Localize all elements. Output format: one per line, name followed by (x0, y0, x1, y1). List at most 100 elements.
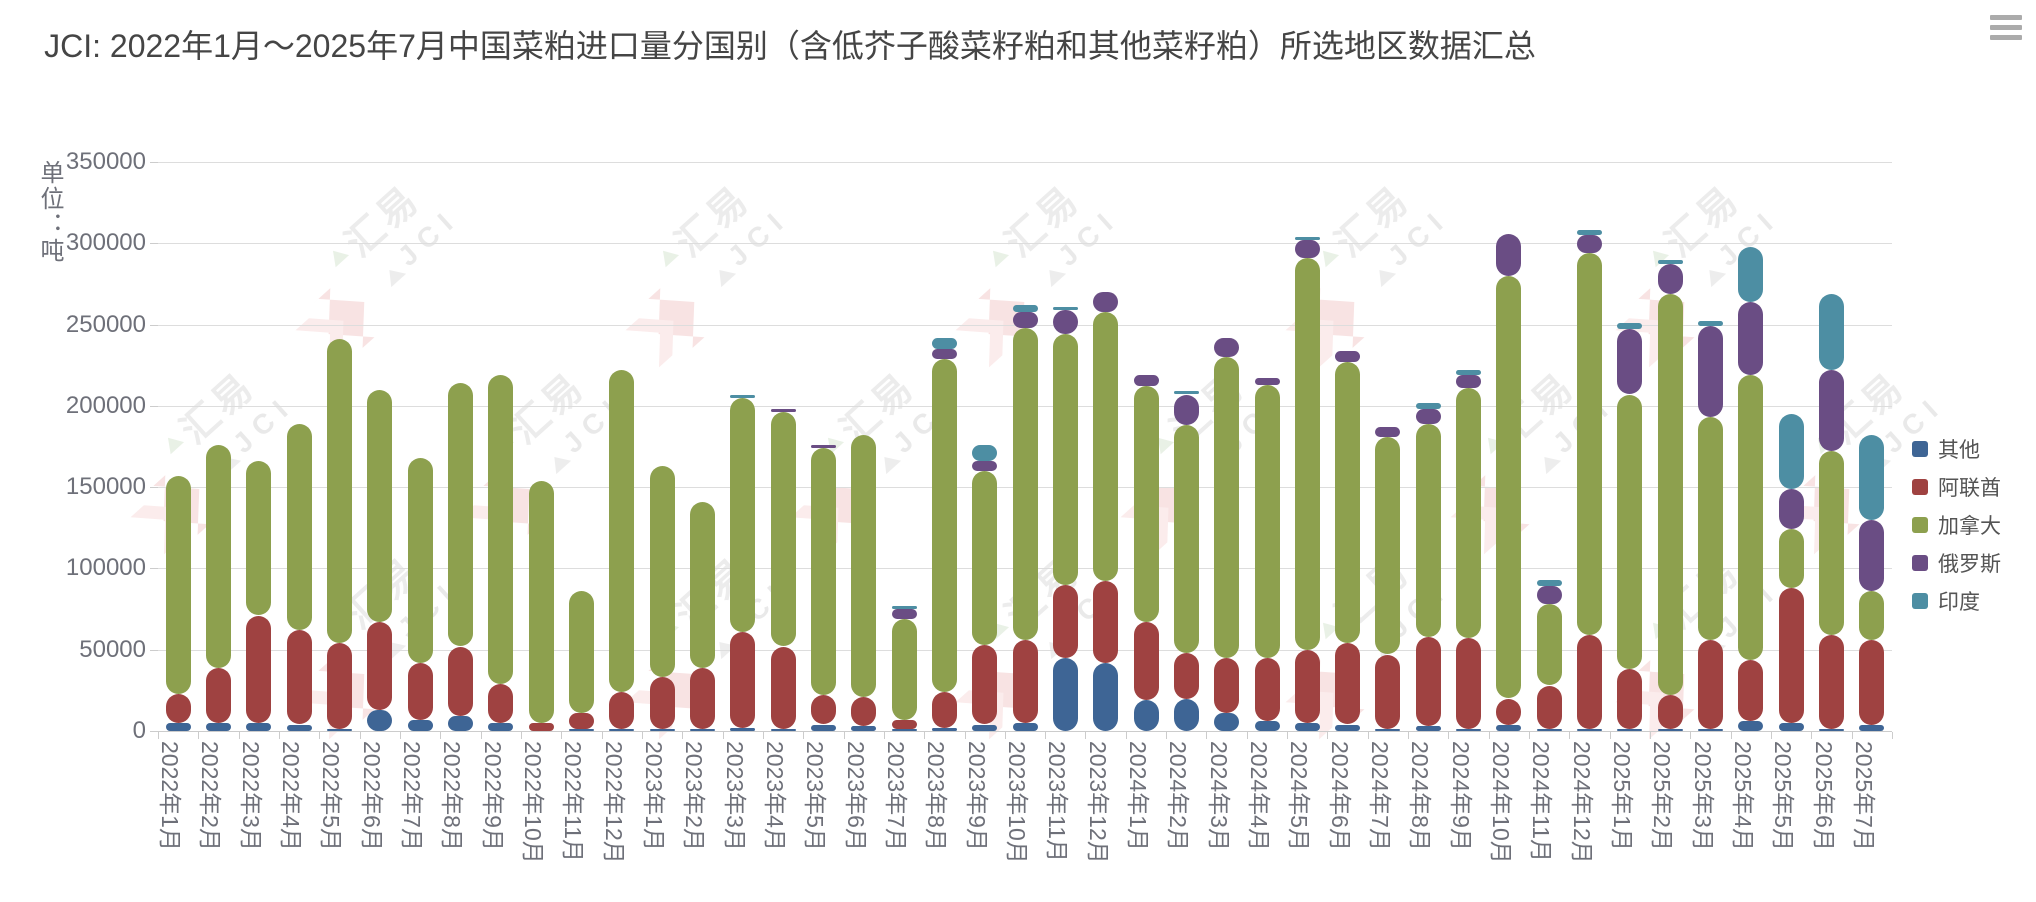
bar-segment-加拿大[interactable] (1859, 591, 1885, 640)
bar-segment-阿联酋[interactable] (1496, 698, 1522, 725)
bar-segment-阿联酋[interactable] (1738, 659, 1764, 722)
bar-segment-加拿大[interactable] (1778, 529, 1804, 588)
bar-segment-其他[interactable] (1496, 724, 1522, 731)
bar-segment-加拿大[interactable] (931, 358, 957, 692)
bar-segment-加拿大[interactable] (568, 591, 594, 714)
bar-segment-印度[interactable] (1173, 391, 1199, 395)
bar-segment-俄罗斯[interactable] (1778, 488, 1804, 530)
bar-segment-加拿大[interactable] (1738, 375, 1764, 660)
bar-segment-阿联酋[interactable] (1577, 635, 1603, 730)
bar-segment-印度[interactable] (1698, 321, 1723, 327)
bar-segment-俄罗斯[interactable] (891, 609, 917, 619)
bar-segment-其他[interactable] (810, 724, 836, 731)
bar-segment-加拿大[interactable] (770, 412, 796, 647)
bar-segment-其他[interactable] (730, 727, 756, 731)
bar-segment-阿联酋[interactable] (1254, 657, 1280, 722)
bar-segment-印度[interactable] (1657, 259, 1683, 265)
bar-segment-阿联酋[interactable] (1859, 640, 1885, 725)
bar-segment-加拿大[interactable] (528, 480, 554, 723)
bar-segment-阿联酋[interactable] (730, 631, 756, 728)
bar-segment-其他[interactable] (1657, 729, 1683, 731)
bar-segment-阿联酋[interactable] (1778, 587, 1804, 723)
bar-segment-加拿大[interactable] (206, 444, 231, 668)
bar-segment-其他[interactable] (770, 729, 796, 731)
bar-segment-俄罗斯[interactable] (1012, 311, 1038, 328)
bar-segment-阿联酋[interactable] (367, 622, 393, 710)
bar-segment-其他[interactable] (1415, 726, 1441, 731)
bar-segment-加拿大[interactable] (447, 383, 473, 647)
bar-segment-俄罗斯[interactable] (1536, 586, 1562, 605)
bar-segment-加拿大[interactable] (1093, 311, 1119, 582)
bar-segment-阿联酋[interactable] (851, 696, 877, 727)
bar-segment-其他[interactable] (931, 727, 957, 731)
bar-segment-阿联酋[interactable] (206, 667, 231, 723)
bar-segment-加拿大[interactable] (1173, 425, 1199, 653)
bar-segment-印度[interactable] (1819, 293, 1844, 371)
bar-segment-加拿大[interactable] (810, 448, 836, 696)
bar-segment-加拿大[interactable] (1819, 451, 1844, 636)
bar-segment-阿联酋[interactable] (1052, 584, 1078, 658)
bar-segment-阿联酋[interactable] (1819, 635, 1844, 730)
bar-segment-加拿大[interactable] (407, 457, 433, 663)
bar-segment-阿联酋[interactable] (1335, 643, 1361, 725)
bar-segment-俄罗斯[interactable] (1133, 375, 1159, 387)
bar-segment-印度[interactable] (1052, 306, 1078, 310)
bar-segment-印度[interactable] (730, 394, 756, 398)
legend-item-阿联酋[interactable]: 阿联酋 (1912, 468, 2001, 506)
bar-segment-印度[interactable] (931, 337, 957, 349)
bar-segment-印度[interactable] (1859, 435, 1885, 520)
bar-segment-阿联酋[interactable] (1617, 669, 1643, 730)
bar-segment-阿联酋[interactable] (1012, 640, 1038, 723)
bar-segment-俄罗斯[interactable] (1335, 350, 1361, 362)
bar-segment-俄罗斯[interactable] (770, 409, 796, 413)
bar-segment-加拿大[interactable] (972, 470, 998, 645)
bar-segment-其他[interactable] (327, 729, 352, 731)
bar-segment-加拿大[interactable] (1052, 334, 1078, 585)
bar-segment-阿联酋[interactable] (972, 644, 998, 725)
bar-segment-加拿大[interactable] (1294, 257, 1320, 650)
bar-segment-加拿大[interactable] (1617, 394, 1643, 670)
bar-segment-其他[interactable] (488, 722, 514, 731)
bar-segment-印度[interactable] (1456, 370, 1482, 375)
bar-segment-阿联酋[interactable] (891, 719, 917, 730)
bar-segment-加拿大[interactable] (1133, 386, 1159, 622)
bar-segment-阿联酋[interactable] (1214, 657, 1240, 714)
bar-segment-其他[interactable] (1536, 729, 1562, 731)
bar-segment-其他[interactable] (568, 729, 594, 731)
bar-segment-其他[interactable] (447, 716, 473, 731)
bar-segment-阿联酋[interactable] (1657, 695, 1683, 730)
bar-segment-俄罗斯[interactable] (1254, 378, 1280, 385)
bar-segment-阿联酋[interactable] (649, 677, 675, 730)
bar-segment-阿联酋[interactable] (447, 646, 473, 717)
bar-segment-俄罗斯[interactable] (1173, 394, 1199, 426)
bar-segment-俄罗斯[interactable] (1093, 292, 1119, 312)
bar-segment-阿联酋[interactable] (1294, 649, 1320, 723)
bar-segment-其他[interactable] (165, 722, 191, 731)
bar-segment-加拿大[interactable] (1214, 357, 1240, 658)
bar-segment-印度[interactable] (1778, 414, 1804, 489)
bar-segment-加拿大[interactable] (1698, 417, 1723, 640)
bar-segment-印度[interactable] (1577, 230, 1603, 236)
bar-segment-阿联酋[interactable] (1415, 636, 1441, 727)
bar-segment-阿联酋[interactable] (609, 692, 635, 730)
bar-segment-加拿大[interactable] (1012, 327, 1038, 640)
bar-segment-阿联酋[interactable] (327, 643, 352, 730)
bar-segment-其他[interactable] (1294, 722, 1320, 731)
bar-segment-俄罗斯[interactable] (1698, 326, 1723, 418)
bar-segment-阿联酋[interactable] (286, 630, 312, 725)
bar-segment-加拿大[interactable] (1577, 253, 1603, 635)
legend-item-俄罗斯[interactable]: 俄罗斯 (1912, 544, 2001, 582)
bar-segment-印度[interactable] (891, 605, 917, 610)
bar-segment-加拿大[interactable] (1536, 604, 1562, 686)
bar-segment-阿联酋[interactable] (1093, 581, 1119, 663)
bar-segment-俄罗斯[interactable] (1617, 329, 1643, 395)
bar-segment-俄罗斯[interactable] (1456, 375, 1482, 388)
bar-segment-加拿大[interactable] (488, 375, 514, 684)
bar-segment-阿联酋[interactable] (1536, 685, 1562, 730)
bar-segment-阿联酋[interactable] (246, 615, 272, 723)
bar-segment-其他[interactable] (1173, 698, 1199, 731)
bar-segment-加拿大[interactable] (851, 435, 877, 697)
bar-segment-俄罗斯[interactable] (931, 349, 957, 359)
bar-segment-其他[interactable] (1456, 729, 1482, 731)
bar-segment-其他[interactable] (649, 729, 675, 731)
